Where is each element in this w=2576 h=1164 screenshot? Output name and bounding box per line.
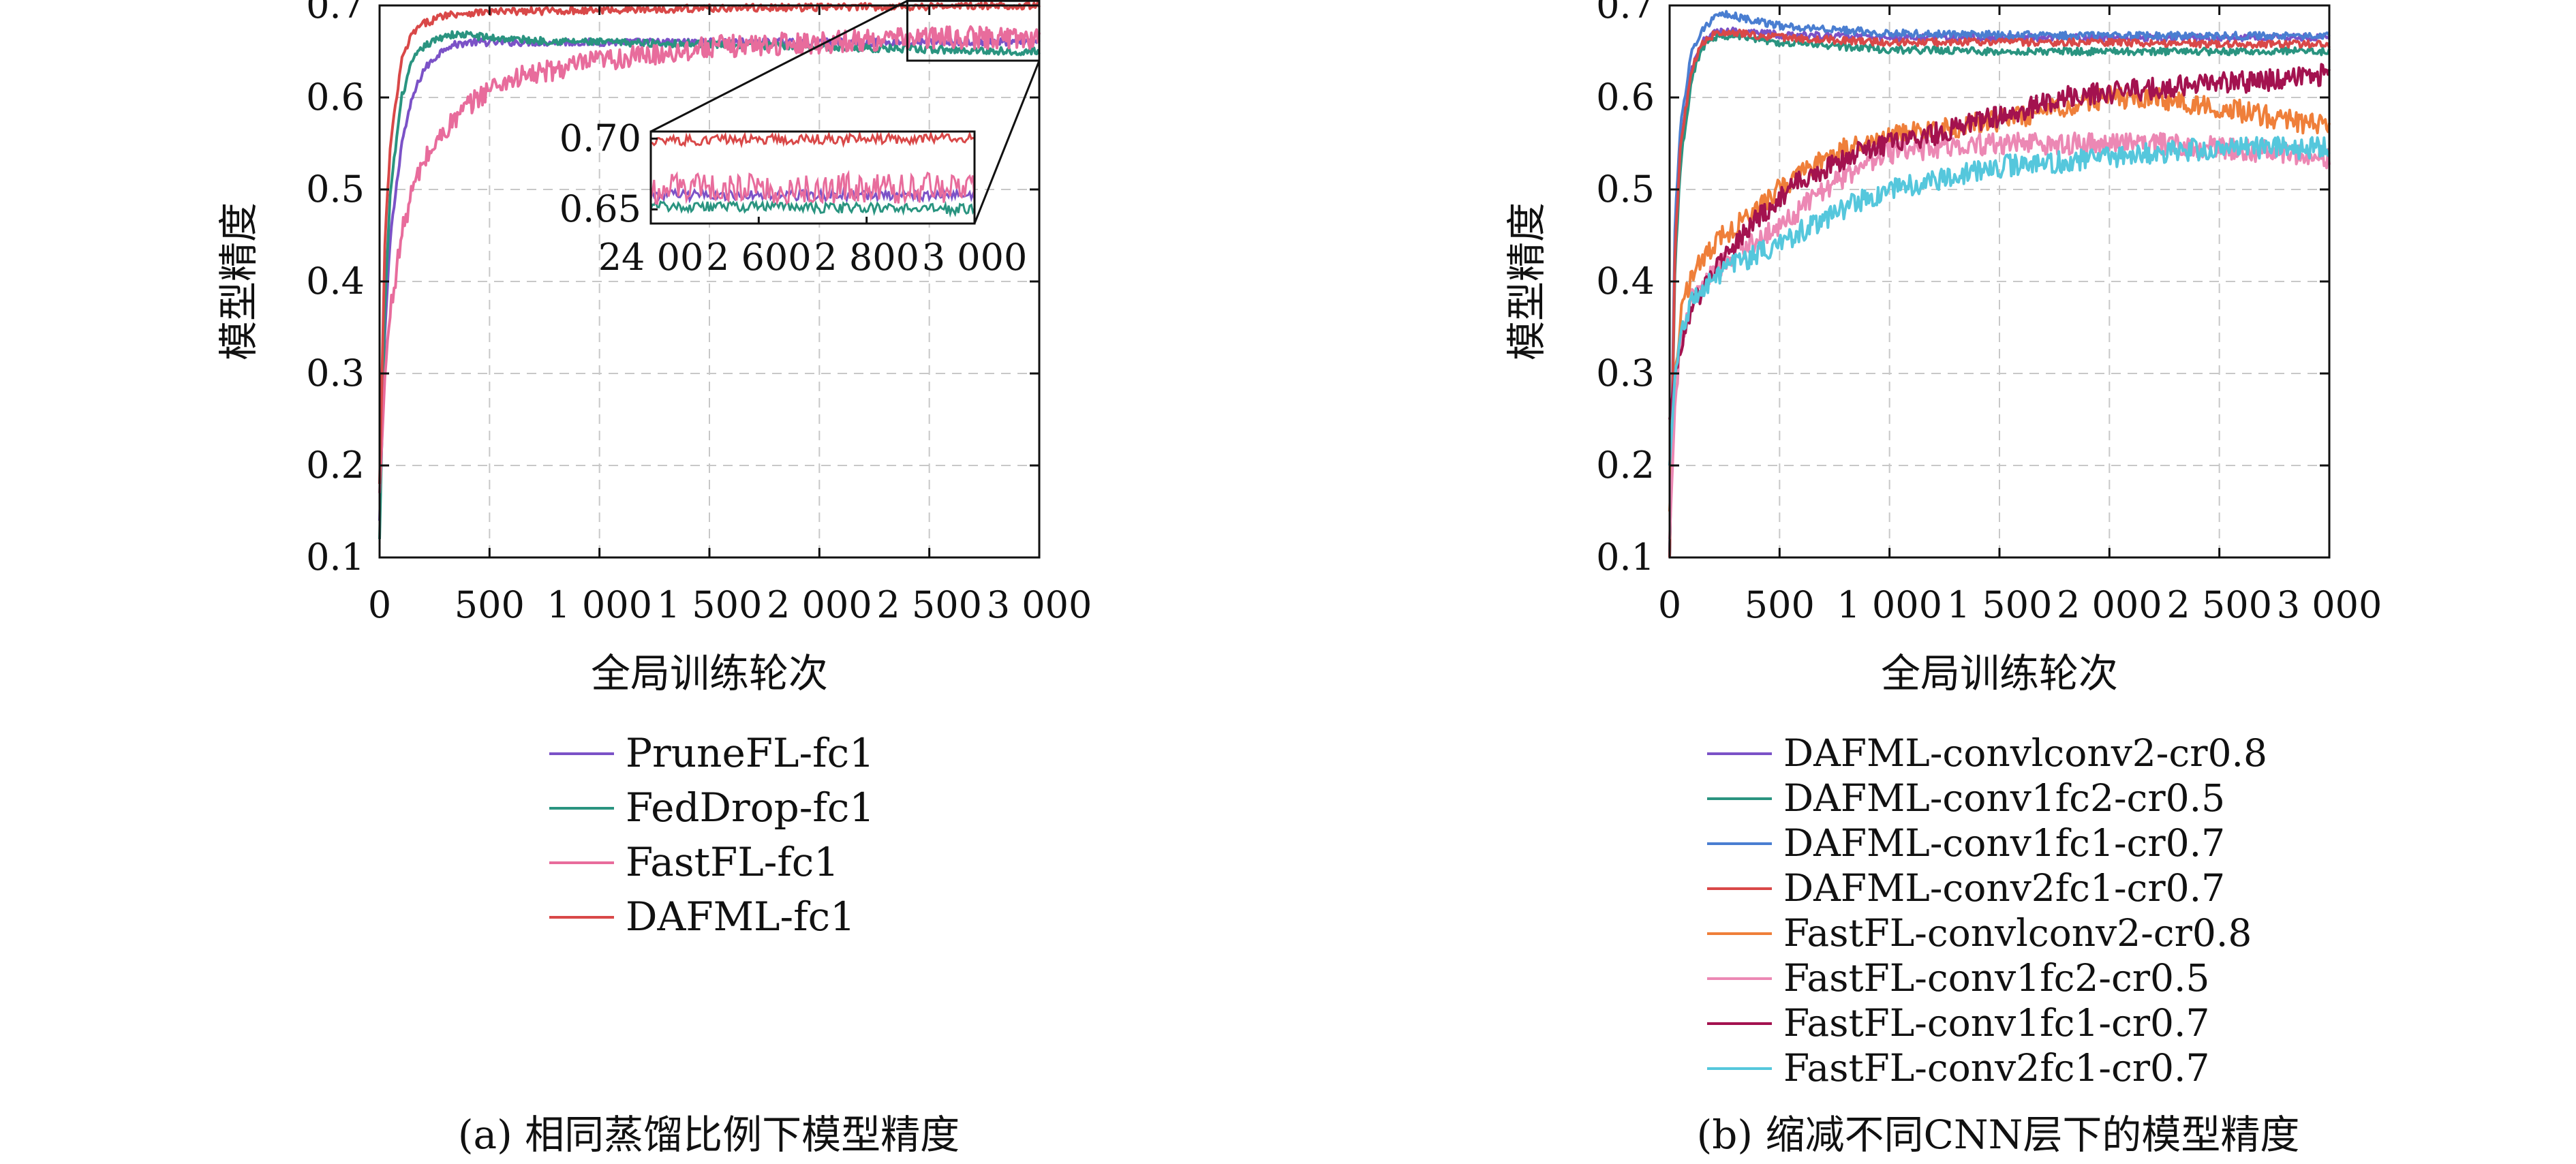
legend-label: DAFML-conv2fc1-cr0.7 [1783, 866, 2225, 910]
y-tick-label: 0.7 [1596, 0, 1655, 27]
y-tick-label: 0.5 [306, 168, 365, 211]
legend-label: FastFL-conv1fc1-cr0.7 [1783, 1001, 2210, 1045]
x-tick-label: 500 [455, 583, 525, 626]
inset-series-line [649, 170, 976, 206]
x-tick-label: 2 500 [2166, 583, 2272, 626]
legend: PruneFL-fc1 FedDrop-fc1 FastFL-fc1 DAFML-fc… [549, 730, 874, 940]
series-line [1668, 136, 2331, 466]
inset-series-line [650, 130, 975, 149]
x-axis-label: 全局训练轮次 [591, 650, 828, 696]
y-tick-label: 0.1 [1596, 536, 1655, 579]
x-tick-label: 2 500 [876, 583, 982, 626]
x-tick-label: 1 500 [1947, 583, 2053, 626]
series-line [1668, 10, 2331, 558]
inset-x-tick-label: 24 00 [598, 236, 704, 279]
y-tick-label: 0.6 [306, 76, 365, 119]
x-axis-label: 全局训练轮次 [1881, 650, 2118, 696]
chart-panel-a: 0.10.20.30.40.50.60.70 500 1 000 1 500 2 000… [215, 0, 1092, 1158]
legend-label: FastFL-conv1fc2-cr0.5 [1783, 956, 2210, 1000]
legend-label: PruneFL-fc1 [626, 730, 874, 776]
x-tick-label: 0 [1658, 583, 1681, 626]
y-tick-label: 0.3 [1596, 352, 1655, 395]
y-tick-label: 0.3 [306, 352, 365, 395]
legend-label: DAFML-conv1fc1-cr0.7 [1783, 821, 2225, 865]
y-tick-label: 0.5 [1596, 168, 1655, 211]
inset-x-tick-label: 2 800 [814, 236, 919, 279]
zoom-connector [650, 0, 908, 133]
x-tick-label: 2 000 [767, 583, 872, 626]
zoom-region-box [906, 0, 1041, 62]
series-line [378, 25, 1041, 493]
panel-caption: (b) 缩减不同CNN层下的模型精度 [1697, 1112, 2300, 1158]
panel-caption: (a) 相同蒸馏比例下模型精度 [458, 1112, 960, 1158]
y-tick-label: 0.1 [306, 536, 365, 579]
inset-y-tick-label: 0.70 [559, 117, 641, 159]
chart-panel-b: 0.1 0.2 0.3 0.4 0.5 0.6 0.7 0 500 1 000 1 500 2 000… [1503, 0, 2382, 1158]
series-line [1668, 29, 2331, 558]
y-axis-label: 模型精度 [215, 202, 262, 361]
legend-label: FastFL-conv2fc1-cr0.7 [1783, 1046, 2210, 1090]
inset-x-tick-label: 3 000 [922, 236, 1028, 279]
legend-label: DAFML-conv1fc2-cr0.5 [1783, 776, 2225, 820]
x-tick-label: 1 000 [547, 583, 652, 626]
legend-label: FastFL-fc1 [626, 839, 839, 885]
series-line [1668, 63, 2331, 420]
inset-plot: 0.65 0.70 24 00 2 600 2 800 3 000 [559, 117, 1028, 279]
x-tick-label: 2 000 [2057, 583, 2162, 626]
inset-x-tick-label: 2 600 [706, 236, 812, 279]
x-tick-label: 1 500 [657, 583, 763, 626]
y-tick-label: 0.6 [1596, 76, 1655, 119]
inset-series-line [649, 198, 976, 218]
legend-label: DAFML-convlconv2-cr0.8 [1783, 731, 2267, 775]
x-tick-label: 0 [368, 583, 391, 626]
series-line [1668, 31, 2331, 558]
inset-y-tick-label: 0.65 [559, 187, 641, 230]
x-tick-label: 3 000 [987, 583, 1092, 626]
x-tick-label: 3 000 [2277, 583, 2382, 626]
y-tick-label: 0.2 [306, 444, 365, 487]
legend-label: FastFL-convlconv2-cr0.8 [1783, 911, 2252, 955]
y-tick-label: 0.4 [1596, 260, 1655, 303]
y-tick-label: 0.7 [306, 0, 365, 27]
zoom-connector [973, 60, 1041, 224]
x-tick-label: 500 [1745, 583, 1815, 626]
legend-label: FedDrop-fc1 [626, 784, 874, 831]
inset-frame [649, 130, 976, 225]
legend-label: DAFML-fc1 [626, 893, 855, 940]
x-tick-label: 1 000 [1837, 583, 1942, 626]
legend: DAFML-convlconv2-cr0.8DAFML-conv1fc2-cr0… [1707, 731, 2267, 1090]
y-tick-label: 0.4 [306, 260, 365, 303]
y-axis-label: 模型精度 [1503, 202, 1550, 361]
y-tick-label: 0.2 [1596, 444, 1655, 487]
